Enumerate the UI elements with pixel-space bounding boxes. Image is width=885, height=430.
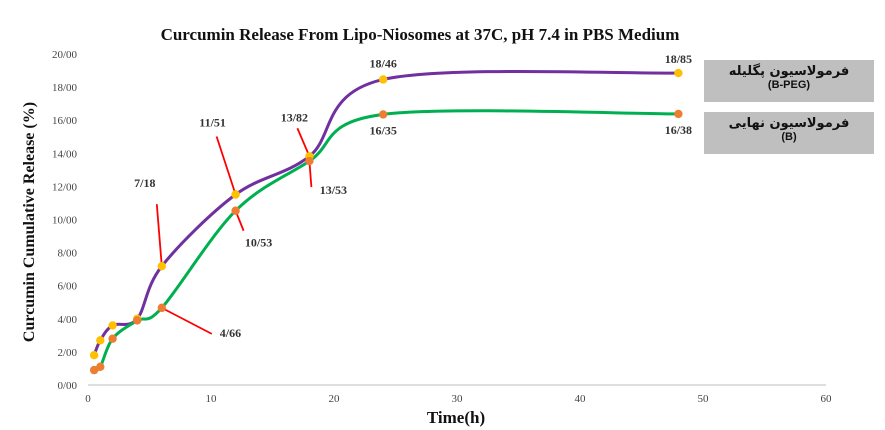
x-axis-title: Time(h) [427, 408, 485, 427]
x-tick-label: 0 [85, 393, 91, 405]
y-tick-label: 20/00 [52, 49, 78, 61]
data-point-marker [231, 190, 240, 199]
data-point-marker [89, 365, 99, 375]
x-tick-label: 40 [575, 393, 587, 405]
series-line-1 [93, 109, 679, 372]
legend-code-b: (B) [781, 131, 797, 143]
data-point-marker [96, 362, 105, 371]
series-line-0 [92, 69, 679, 356]
data-label: 10/53 [245, 236, 272, 250]
data-point-marker [89, 351, 99, 360]
data-label: 4/66 [220, 326, 241, 340]
data-point-marker [157, 261, 166, 271]
y-tick-label: 4/00 [57, 314, 77, 326]
x-tick-label: 10 [206, 393, 218, 405]
data-label: 16/38 [665, 123, 692, 137]
annotation-pointer [296, 127, 311, 157]
legend-item-b: فرمولاسیون نهایی (B) [704, 112, 874, 154]
data-point-marker [133, 316, 142, 325]
data-label: 18/46 [370, 56, 397, 70]
y-tick-label: 16/00 [52, 115, 78, 127]
data-point-marker [379, 75, 388, 84]
legend-label-b-peg: فرمولاسیون پگلیله [728, 64, 850, 79]
annotation-pointer [155, 204, 163, 267]
data-point-marker [674, 68, 683, 78]
data-point-marker [305, 156, 314, 166]
chart-title: Curcumin Release From Lipo-Niosomes at 3… [161, 25, 680, 44]
y-axis-title: Curcumin Cumulative Release (%) [21, 102, 38, 342]
data-point-marker [231, 206, 240, 215]
y-tick-label: 12/00 [52, 181, 78, 193]
x-tick-label: 30 [452, 393, 464, 405]
data-point-marker [108, 334, 117, 343]
data-point-marker [157, 303, 166, 313]
annotation-pointer [308, 161, 313, 188]
data-label: 13/53 [320, 183, 347, 197]
x-tick-label: 20 [329, 393, 341, 405]
data-label: 7/18 [134, 176, 155, 190]
data-point-marker [96, 336, 105, 345]
data-point-marker [108, 321, 117, 330]
legend-label-b: فرمولاسیون نهایی [728, 116, 850, 131]
data-point-marker [379, 110, 388, 119]
data-label: 11/51 [199, 116, 226, 130]
data-label: 18/85 [665, 52, 692, 66]
data-label: 16/35 [370, 123, 397, 137]
data-point-marker [674, 109, 683, 119]
y-tick-label: 6/00 [57, 281, 77, 293]
y-tick-label: 18/00 [52, 82, 78, 94]
legend-item-b-peg: فرمولاسیون پگلیله (B-PEG) [704, 60, 874, 102]
y-tick-label: 0/00 [57, 380, 77, 392]
data-label: 13/82 [281, 110, 308, 124]
annotation-pointer [215, 136, 237, 195]
annotation-pointer [161, 307, 213, 335]
y-tick-label: 14/00 [52, 148, 78, 160]
y-tick-label: 2/00 [57, 347, 77, 359]
x-tick-label: 50 [698, 393, 710, 405]
x-tick-label: 60 [821, 393, 833, 405]
y-tick-label: 8/00 [57, 248, 77, 260]
y-tick-label: 10/00 [52, 215, 78, 227]
legend-code-b-peg: (B-PEG) [767, 79, 811, 91]
